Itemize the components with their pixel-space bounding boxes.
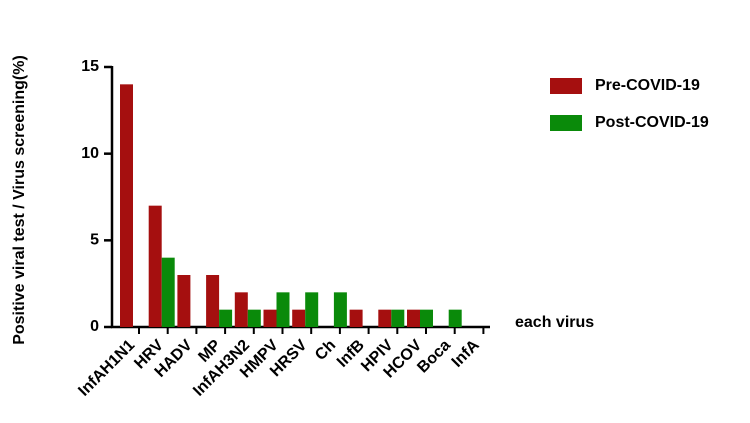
y-axis-label: Positive viral test / Virus screening(%) <box>11 55 28 345</box>
y-tick-label: 0 <box>90 318 99 335</box>
y-tick-label: 15 <box>81 58 99 75</box>
legend-swatch <box>550 78 582 94</box>
bar <box>349 309 363 327</box>
x-axis-label: each virus <box>515 314 594 331</box>
x-tick-label: InfA <box>449 336 483 370</box>
y-tick-label: 5 <box>90 232 99 249</box>
bar <box>292 309 306 327</box>
bar <box>407 309 420 327</box>
bar <box>247 309 261 327</box>
bar <box>219 309 233 327</box>
bar <box>391 309 405 327</box>
legend-label: Post-COVID-19 <box>595 114 709 131</box>
x-tick-label: Boca <box>414 337 454 377</box>
bar <box>161 257 175 327</box>
bar <box>177 275 191 327</box>
y-tick-label: 10 <box>81 145 99 162</box>
legend-swatch <box>550 115 582 131</box>
x-tick-label: InfAH1N1 <box>75 337 138 400</box>
bar <box>378 309 392 327</box>
bar <box>120 84 133 327</box>
bar <box>148 205 162 327</box>
bar <box>448 309 462 327</box>
bar <box>234 292 248 327</box>
bar <box>263 309 277 327</box>
bar <box>305 292 319 327</box>
legend-label: Pre-COVID-19 <box>595 77 700 94</box>
bar <box>333 292 347 327</box>
bar <box>276 292 290 327</box>
bar <box>420 309 433 327</box>
bar <box>206 275 220 327</box>
